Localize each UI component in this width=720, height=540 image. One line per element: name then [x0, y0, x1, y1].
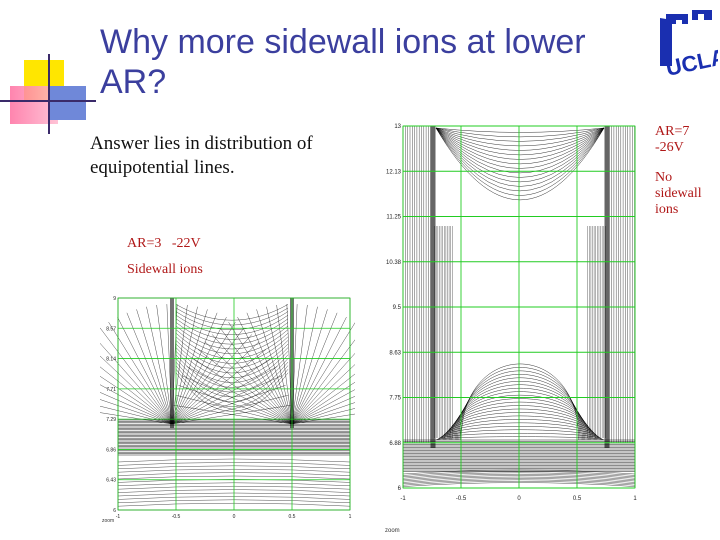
left-x-ticks: -1 -0.5 0 0.5 1: [116, 514, 352, 520]
right-grid: [402, 125, 636, 489]
left-y-tick-label: 8.57: [106, 326, 116, 332]
right-y-ticks: 13 12.13 11.25 10.38 9.5 8.63 7.75 6.88 6: [386, 124, 402, 492]
right-y-tick-label: 6.88: [389, 441, 401, 447]
right-x-ticks: -1 -0.5 0 0.5 1: [400, 496, 637, 502]
left-y-ticks: 9 8.57 8.14 7.71 7.29 6.86 6.43 6: [106, 296, 116, 514]
left-x-tick-label: -0.5: [172, 514, 181, 520]
left-y-tick-label: 8.14: [106, 357, 116, 363]
left-y-tick-label: 6: [113, 508, 116, 514]
slide-title: Why more sidewall ions at lower AR?: [100, 23, 586, 101]
right-y-tick-label: 8.63: [389, 350, 401, 356]
right-x-tick-label: 1: [633, 496, 637, 502]
decor-blue-square: [50, 86, 86, 120]
right-y-tick-label: 6: [398, 486, 402, 492]
right-corner-note: zoom: [385, 528, 400, 534]
right-x-tick-label: -0.5: [456, 496, 467, 502]
right-y-tick-label: 10.38: [386, 260, 402, 266]
left-x-tick-label: 0: [233, 514, 236, 520]
right-result-label: No sidewall ions: [655, 170, 702, 217]
ucla-logo: UCLA: [660, 10, 718, 78]
right-x-tick-label: 0.5: [573, 496, 582, 502]
right-voltage-label: -26V: [655, 140, 684, 155]
right-x-tick-label: -1: [400, 496, 406, 502]
right-labels: AR=7 -26V No sidewall ions: [655, 124, 717, 218]
left-ar-label: AR=3 -22V: [127, 236, 201, 251]
right-y-tick-label: 12.13: [386, 169, 402, 175]
left-y-tick-label: 6.43: [106, 478, 116, 484]
right-ar-label: AR=7: [655, 124, 690, 139]
right-y-tick-label: 13: [394, 124, 401, 130]
right-x-tick-label: 0: [517, 496, 521, 502]
left-grid: [117, 297, 351, 511]
answer-text: Answer lies in distribution of equipoten…: [90, 133, 313, 178]
right-y-tick-label: 9.5: [393, 305, 402, 311]
right-y-tick-label: 11.25: [386, 215, 401, 221]
left-corner-note: zoom: [102, 518, 114, 524]
left-result-label: Sidewall ions: [127, 262, 203, 277]
left-x-tick-label: 1: [349, 514, 352, 520]
decor-vertical-line: [48, 54, 50, 134]
plot-ar3: 9 8.57 8.14 7.71 7.29 6.86 6.43 6 -1 -0.5 0 0.5 1 z…: [100, 292, 355, 524]
left-y-tick-label: 6.86: [106, 447, 116, 453]
right-y-tick-label: 7.75: [389, 396, 401, 402]
left-y-tick-label: 7.29: [106, 417, 116, 423]
left-y-tick-label: 7.71: [106, 387, 116, 393]
plot-ar7: 13 12.13 11.25 10.38 9.5 8.63 7.75 6.88 6 -1 -0.5…: [385, 108, 642, 536]
left-x-tick-label: 0.5: [289, 514, 296, 520]
left-y-tick-label: 9: [113, 296, 116, 302]
left-x-tick-label: -1: [116, 514, 121, 520]
